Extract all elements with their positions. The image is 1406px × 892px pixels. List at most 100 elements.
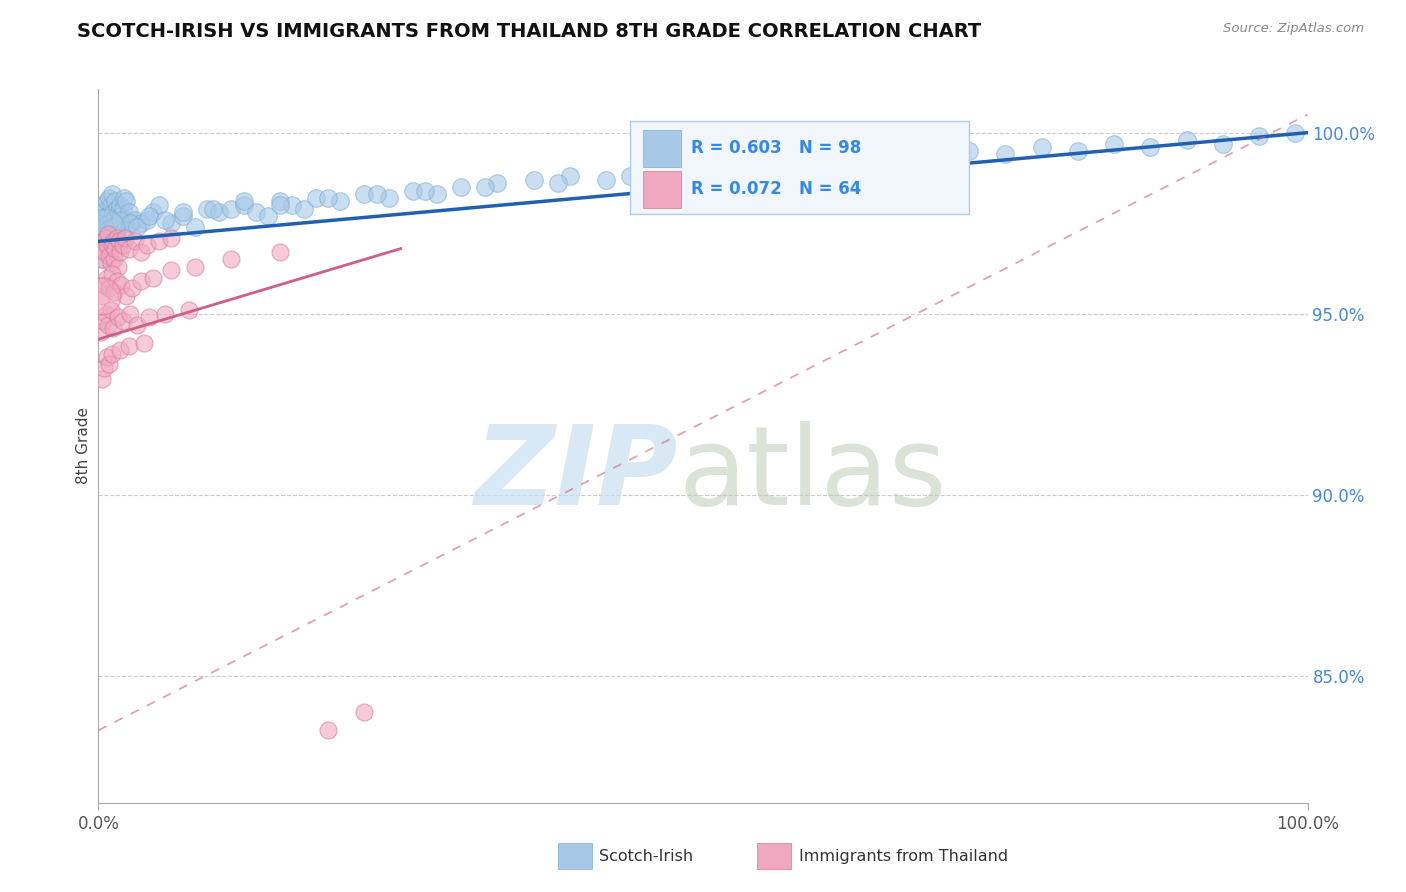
Point (1067, 144, 1090, 158)
Point (142, 205, 165, 219)
Text: R = 0.072   N = 64: R = 0.072 N = 64 (690, 180, 862, 198)
Point (118, 216, 141, 230)
Point (1284, 126, 1306, 140)
Point (595, 173, 617, 187)
Point (160, 216, 183, 230)
Point (100, 303, 122, 318)
Point (486, 177, 509, 191)
Point (110, 277, 132, 292)
Point (98, 281, 121, 295)
Text: Immigrants from Thailand: Immigrants from Thailand (799, 849, 1008, 863)
Point (402, 184, 425, 198)
Point (179, 303, 201, 318)
Point (1175, 133, 1198, 147)
Point (353, 705, 375, 719)
Point (90, 325, 112, 339)
Point (129, 216, 152, 230)
Point (138, 209, 160, 223)
Point (184, 260, 207, 274)
Point (101, 219, 124, 234)
Point (124, 235, 146, 249)
Point (184, 219, 207, 234)
Point (91, 235, 114, 249)
Point (108, 235, 131, 249)
Bar (758, 844, 792, 869)
Point (91, 212, 114, 227)
Point (96, 238, 118, 252)
Point (160, 230, 183, 244)
Point (619, 169, 641, 183)
Point (142, 270, 165, 285)
Point (269, 245, 291, 260)
Text: ZIP: ZIP (475, 421, 679, 528)
Y-axis label: 8th Grade: 8th Grade (76, 408, 91, 484)
Point (127, 318, 149, 332)
Point (957, 144, 980, 158)
Point (269, 198, 291, 212)
Point (153, 307, 176, 321)
Point (107, 310, 129, 325)
Point (1249, 129, 1271, 144)
Point (110, 209, 132, 223)
Point (105, 230, 128, 244)
Point (91, 205, 114, 219)
Point (160, 263, 183, 277)
Point (232, 198, 254, 212)
Point (121, 281, 143, 295)
Point (93, 219, 115, 234)
Point (316, 723, 339, 738)
Point (91, 242, 114, 256)
Point (114, 223, 136, 237)
Point (90, 216, 112, 230)
Point (108, 198, 131, 212)
Point (93, 361, 115, 376)
Bar (558, 844, 592, 869)
Point (105, 274, 128, 288)
Point (93, 245, 115, 260)
Point (111, 238, 134, 252)
Point (129, 245, 152, 260)
Point (118, 339, 141, 353)
Text: Source: ZipAtlas.com: Source: ZipAtlas.com (1223, 22, 1364, 36)
Point (716, 161, 738, 176)
Point (103, 212, 125, 227)
Point (118, 242, 141, 256)
Point (111, 202, 134, 216)
Point (523, 173, 546, 187)
Point (232, 194, 254, 209)
Point (101, 321, 124, 335)
Point (135, 238, 157, 252)
Point (138, 310, 160, 325)
Point (111, 314, 134, 328)
Text: Scotch-Irish: Scotch-Irish (599, 849, 693, 863)
Point (837, 151, 859, 165)
Point (91, 288, 114, 302)
Point (93, 277, 115, 292)
Point (115, 288, 138, 302)
Point (281, 198, 304, 212)
Point (105, 227, 128, 241)
FancyBboxPatch shape (643, 170, 682, 208)
Point (134, 335, 156, 350)
Point (91, 372, 114, 386)
Point (93, 198, 115, 212)
Point (849, 151, 872, 165)
Point (921, 147, 943, 161)
Point (195, 202, 218, 216)
Point (813, 158, 835, 172)
Point (221, 202, 243, 216)
Point (100, 198, 122, 212)
Point (94, 230, 117, 244)
Point (994, 147, 1017, 161)
Point (98, 358, 121, 372)
Point (148, 235, 170, 249)
Point (90, 252, 112, 267)
Point (668, 161, 690, 176)
Point (114, 212, 136, 227)
Point (91, 288, 114, 302)
Point (104, 242, 127, 256)
Text: SCOTCH-IRISH VS IMMIGRANTS FROM THAILAND 8TH GRADE CORRELATION CHART: SCOTCH-IRISH VS IMMIGRANTS FROM THAILAND… (77, 22, 981, 41)
Point (94, 307, 117, 321)
Point (96, 270, 118, 285)
Point (100, 235, 122, 249)
